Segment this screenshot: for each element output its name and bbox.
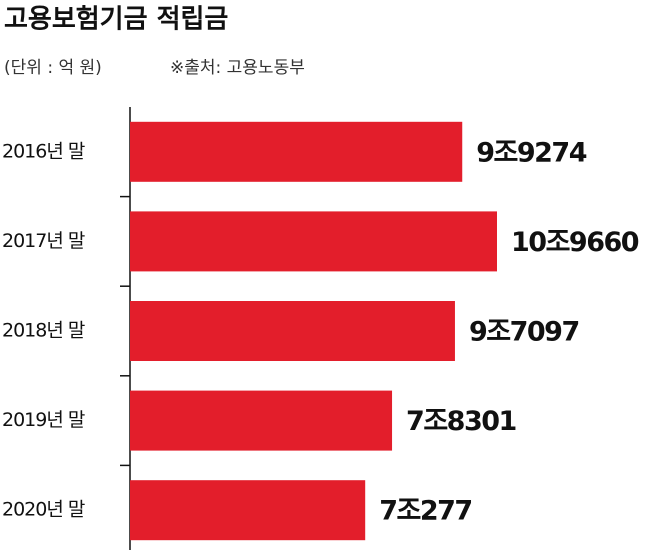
value-label: 10조9660 [511, 227, 639, 258]
unit-note: (단위 : 억 원) [4, 58, 102, 78]
bar [130, 301, 455, 361]
bar [130, 390, 393, 451]
source-note: ※출처: 고용노동부 [170, 58, 305, 78]
bar [130, 121, 463, 182]
bar [130, 211, 497, 272]
y-tick-label: 2016년 말 [2, 140, 85, 162]
y-tick-label: 2017년 말 [2, 230, 85, 252]
chart-title: 고용보험기금 적립금 [4, 5, 228, 35]
value-label: 9조7097 [469, 317, 579, 348]
y-tick-label: 2019년 말 [2, 409, 85, 431]
y-tick-label: 2018년 말 [2, 320, 85, 342]
value-label: 7조8301 [406, 406, 516, 437]
value-label: 7조277 [379, 496, 472, 527]
y-tick-label: 2020년 말 [2, 499, 85, 521]
value-label: 9조9274 [476, 137, 586, 168]
bar [130, 480, 366, 541]
